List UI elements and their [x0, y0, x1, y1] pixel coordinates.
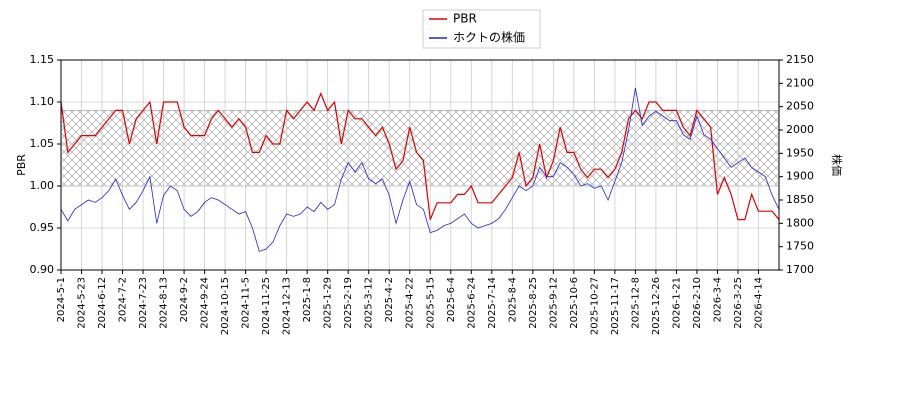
y-axis-label: PBR	[15, 154, 28, 176]
legend-label: PBR	[453, 12, 477, 26]
x-tick-label: 2024-7-2	[118, 277, 129, 322]
x-tick-label: 2026-2-10	[692, 277, 703, 329]
y2-tick-label: 2100	[786, 76, 814, 89]
y2-tick-label: 1700	[786, 263, 814, 276]
x-tick-label: 2024-8-13	[159, 277, 170, 329]
x-tick-label: 2025-7-14	[487, 277, 498, 329]
x-tick-label: 2024-11-25	[261, 277, 272, 335]
x-tick-label: 2025-10-27	[589, 277, 600, 335]
x-tick-label: 2024-6-12	[97, 277, 108, 329]
series-line	[60, 87, 780, 252]
x-tick-label: 2025-1-8	[302, 277, 313, 322]
x-tick-label: 2025-11-17	[610, 277, 621, 335]
y2-tick-label: 2000	[786, 123, 814, 136]
x-tick-label: 2024-11-5	[241, 277, 252, 329]
legend-box	[422, 9, 541, 49]
x-tick-label: 2025-12-26	[651, 277, 662, 335]
series-line	[60, 92, 780, 221]
x-tick-label: 2025-8-4	[507, 277, 518, 322]
x-tick-label: 2025-8-25	[528, 277, 539, 329]
x-tick-label: 2025-3-12	[364, 277, 375, 329]
x-tick-label: 2025-2-19	[343, 277, 354, 329]
x-tick-label: 2024-10-15	[220, 277, 231, 335]
x-tick-label: 2026-1-21	[671, 277, 682, 329]
x-tick-label: 2024-5-1	[56, 277, 67, 322]
x-tick-label: 2025-6-4	[446, 277, 457, 322]
y2-tick-label: 2050	[786, 100, 814, 113]
x-tick-label: 2025-10-6	[569, 277, 580, 329]
x-tick-label: 2025-6-24	[466, 277, 477, 329]
x-tick-label: 2026-3-4	[712, 277, 723, 322]
y-tick-label: 1.05	[30, 137, 55, 150]
y2-tick-label: 2150	[786, 53, 814, 66]
x-tick-label: 2024-12-13	[282, 277, 293, 335]
x-tick-label: 2024-9-24	[200, 277, 211, 329]
x-tick-label: 2026-4-14	[753, 277, 764, 329]
x-tick-label: 2025-9-12	[548, 277, 559, 329]
x-tick-label: 2024-7-23	[138, 277, 149, 329]
x-tick-label: 2025-1-29	[323, 277, 334, 329]
reference-band	[60, 110, 780, 187]
y-tick-label: 0.90	[30, 263, 55, 276]
x-tick-label: 2025-4-2	[384, 277, 395, 322]
x-tick-label: 2025-12-8	[630, 277, 641, 329]
x-tick-label: 2025-4-22	[405, 277, 416, 329]
y2-tick-label: 1750	[786, 240, 814, 253]
y2-tick-label: 1900	[786, 170, 814, 183]
y-tick-label: 1.00	[30, 179, 55, 192]
y2-tick-label: 1950	[786, 146, 814, 159]
y2-tick-label: 1850	[786, 193, 814, 206]
y2-axis-label: 株価	[830, 154, 844, 176]
y-tick-label: 1.10	[30, 95, 55, 108]
y2-tick-label: 1800	[786, 216, 814, 229]
x-tick-label: 2024-9-2	[179, 277, 190, 322]
legend-label: ホクトの株価	[453, 30, 525, 45]
x-tick-label: 2025-5-15	[425, 277, 436, 329]
plot-frame	[60, 59, 780, 271]
x-tick-label: 2024-5-23	[77, 277, 88, 329]
x-tick-label: 2026-3-25	[733, 277, 744, 329]
y-tick-label: 0.95	[30, 221, 55, 234]
y-tick-label: 1.15	[30, 53, 55, 66]
